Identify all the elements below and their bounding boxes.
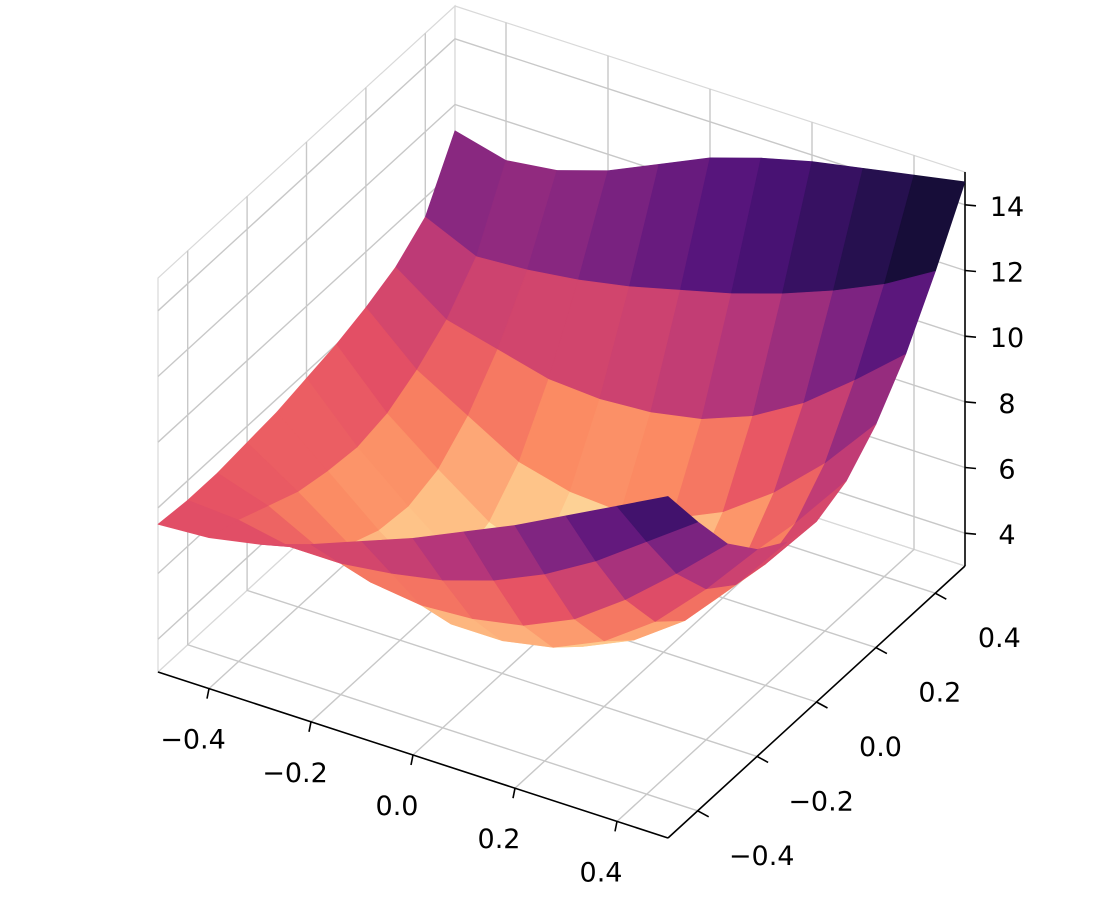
y-tick-label: −0.2	[788, 786, 854, 817]
y-tick-label: 0.0	[859, 732, 902, 763]
z-tick	[964, 335, 977, 338]
gridline-y	[246, 196, 758, 758]
z-tick-labels: 4 6 8 10 12 14	[990, 192, 1024, 551]
z-tick-label: 12	[990, 258, 1024, 289]
axis-ticks	[206, 204, 977, 832]
y-tick-labels: −0.4 −0.2 0.0 0.2 0.4	[729, 623, 1021, 872]
z-tick	[964, 532, 977, 535]
y-tick	[756, 755, 769, 764]
z-tick	[964, 401, 977, 404]
z-tick-label: 4	[998, 520, 1015, 551]
x-tick-label: 0.4	[580, 857, 623, 888]
z-tick-label: 6	[998, 455, 1015, 486]
z-tick	[964, 269, 977, 273]
y-tick	[875, 646, 888, 655]
x-tick	[206, 688, 210, 699]
y-tick	[697, 810, 710, 818]
gridline-z	[157, 38, 966, 312]
y-tick	[934, 592, 947, 600]
surface-mesh	[157, 130, 966, 648]
y-tick-label: 0.4	[978, 623, 1021, 654]
x-tick-labels: −0.4 −0.2 0.0 0.2 0.4	[160, 725, 622, 889]
x-tick-label: −0.4	[160, 725, 226, 756]
x-tick	[410, 754, 414, 766]
z-tick-label: 8	[998, 389, 1015, 420]
y-tick	[816, 701, 828, 709]
x-tick-label: −0.2	[262, 758, 328, 789]
y-tick-label: −0.4	[729, 841, 795, 872]
z-tick	[964, 466, 977, 470]
gridline-y	[186, 250, 698, 812]
x-tick	[512, 788, 516, 799]
z-tick-label: 14	[990, 192, 1024, 223]
x-tick-label: 0.0	[376, 791, 419, 822]
surface-face	[616, 496, 699, 542]
x-tick-label: 0.2	[478, 824, 521, 855]
z-tick	[964, 204, 977, 207]
x-tick	[614, 821, 618, 832]
x-tick	[308, 721, 312, 732]
y-tick-label: 0.2	[918, 678, 961, 709]
z-tick-label: 10	[990, 323, 1024, 354]
